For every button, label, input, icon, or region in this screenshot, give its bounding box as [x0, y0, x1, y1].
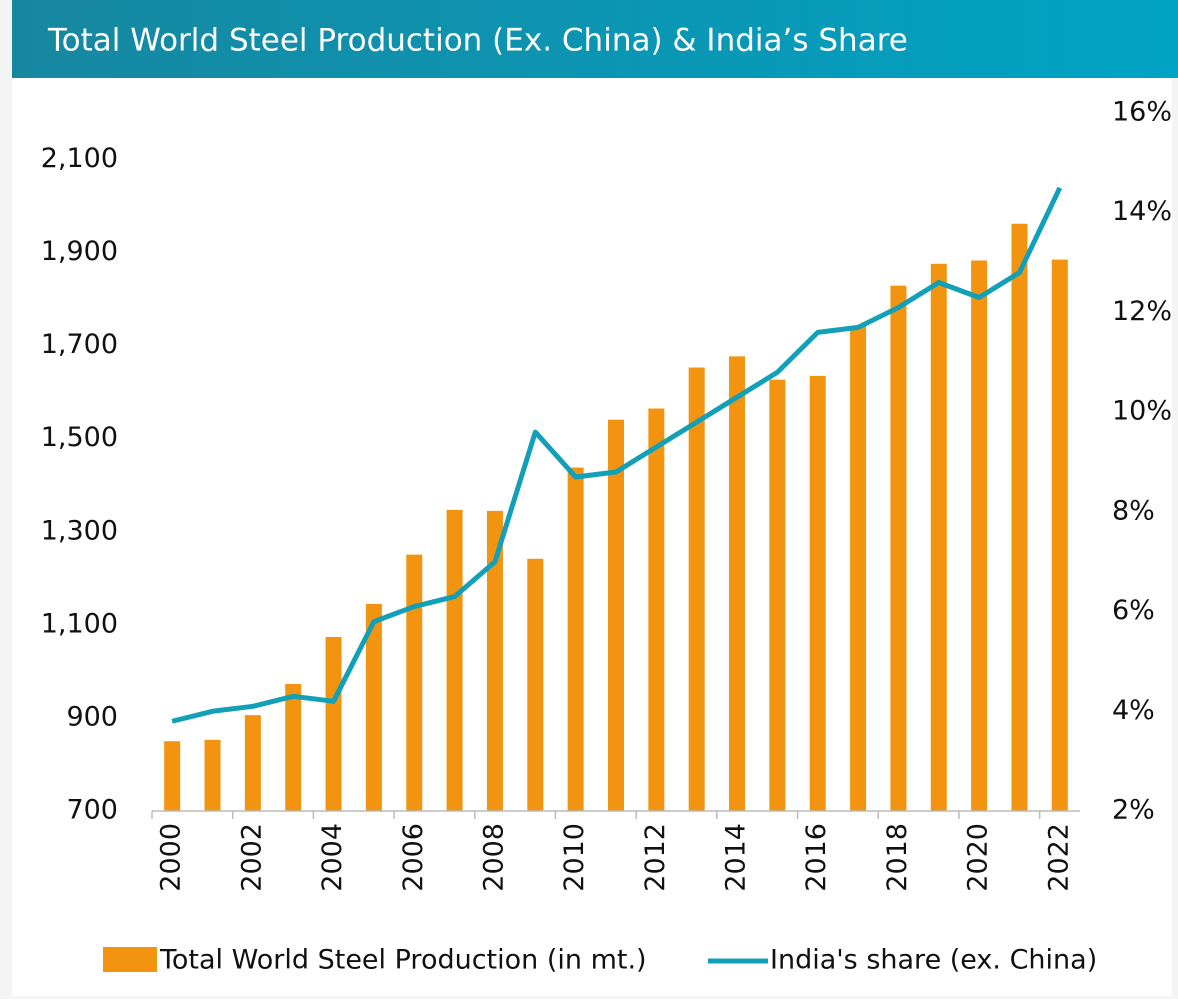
bar — [1011, 223, 1028, 811]
bar — [567, 467, 584, 811]
bar — [729, 356, 746, 811]
y-tick-label: 1,900 — [41, 236, 118, 267]
bar — [406, 554, 423, 811]
bar — [648, 408, 665, 811]
x-tick-label: 2008 — [478, 823, 509, 892]
x-tick-label: 2010 — [559, 823, 590, 892]
x-tick-label: 2002 — [236, 823, 267, 892]
x-tick-label: 2006 — [398, 823, 429, 892]
bar — [527, 558, 544, 811]
y2-tick-label: 2% — [1112, 795, 1155, 826]
bar — [688, 367, 705, 811]
x-tick-label: 2022 — [1043, 823, 1074, 892]
legend-label: Total World Steel Production (in mt.) — [159, 945, 647, 976]
chart-title: Total World Steel Production (Ex. China)… — [47, 23, 908, 59]
bar — [850, 325, 867, 811]
y2-tick-label: 14% — [1112, 196, 1172, 227]
y2-tick-label: 16% — [1112, 97, 1172, 128]
y2-tick-label: 10% — [1112, 396, 1172, 427]
y2-tick-label: 4% — [1112, 695, 1155, 726]
bar — [971, 260, 988, 811]
y-tick-label: 700 — [66, 795, 118, 826]
legend-swatch — [103, 947, 157, 972]
x-tick-label: 2004 — [317, 823, 348, 892]
bar — [244, 715, 261, 811]
x-tick-label: 2020 — [963, 823, 994, 892]
bar — [204, 739, 221, 811]
bar — [608, 419, 624, 811]
legend-label: India's share (ex. China) — [770, 945, 1097, 976]
bar — [890, 285, 907, 811]
x-tick-label: 2000 — [156, 823, 187, 892]
bar — [446, 509, 463, 811]
y-tick-label: 900 — [66, 701, 118, 732]
x-tick-label: 2018 — [882, 823, 913, 892]
x-tick-label: 2014 — [721, 823, 752, 892]
bar — [1051, 259, 1068, 812]
bar — [164, 741, 181, 811]
header — [12, 0, 1178, 78]
y-tick-label: 1,700 — [41, 329, 118, 360]
bar — [365, 603, 382, 811]
bar — [285, 683, 302, 811]
bar — [486, 510, 503, 811]
bar — [325, 636, 342, 811]
bar — [809, 375, 826, 811]
line — [171, 186, 1063, 724]
y-tick-label: 2,100 — [41, 143, 118, 174]
y2-tick-label: 12% — [1112, 296, 1172, 327]
y-tick-label: 1,300 — [41, 515, 118, 546]
y-tick-label: 1,100 — [41, 608, 118, 639]
bar — [930, 263, 947, 811]
y2-tick-label: 6% — [1112, 595, 1155, 626]
y-tick-label: 1,500 — [41, 422, 118, 453]
x-tick-label: 2016 — [801, 823, 832, 892]
y2-tick-label: 8% — [1112, 495, 1155, 526]
x-tick-label: 2012 — [640, 823, 671, 892]
bar — [769, 379, 786, 811]
